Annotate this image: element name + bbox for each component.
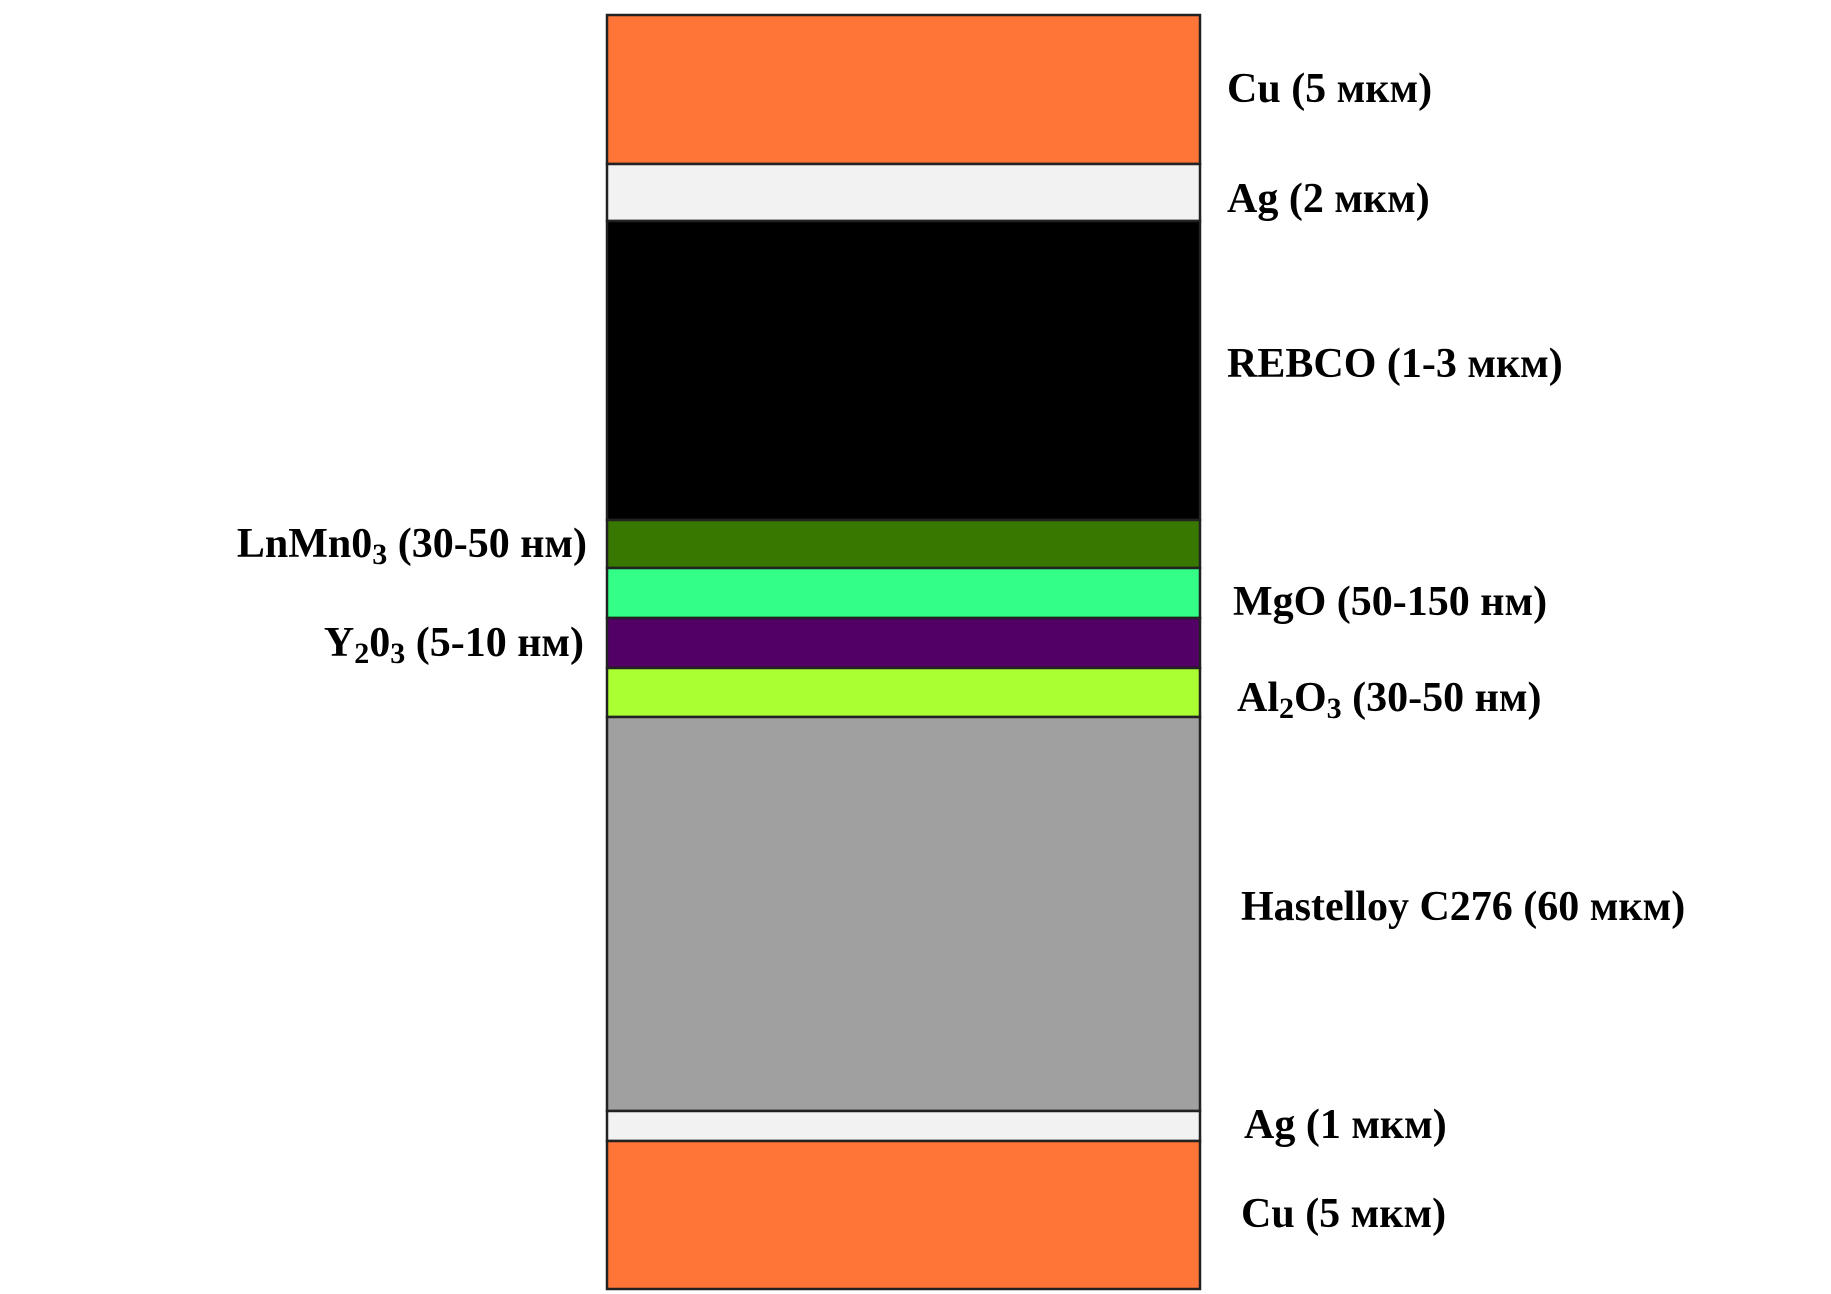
label-text: (30-50 нм) [1342,675,1542,721]
label-subscript: 3 [1327,692,1342,725]
layer-label: LnMn03 (30-50 нм) [237,521,587,571]
layer [605,1109,1202,1143]
label-text: O [1294,675,1327,721]
layer-label: Y203 (5-10 нм) [324,620,584,670]
layer [605,715,1202,1113]
layer-label: Cu (5 мкм) [1241,1191,1446,1237]
layer [605,1139,1202,1291]
label-text: (5-10 нм) [405,620,584,666]
layer-label: Al2O3 (30-50 нм) [1237,675,1541,725]
label-text: Cu (5 мкм) [1241,1191,1446,1237]
label-subscript: 3 [372,538,387,571]
layer-label: Cu (5 мкм) [1227,66,1432,112]
label-text: (30-50 нм) [387,521,587,567]
label-text: Cu (5 мкм) [1227,66,1432,112]
layer-label: Ag (1 мкм) [1244,1102,1447,1148]
layer [605,219,1202,522]
layer [605,13,1202,166]
layer-label: MgO (50-150 нм) [1233,579,1547,625]
label-text: Ag (2 мкм) [1227,176,1430,222]
label-text: Ag (1 мкм) [1244,1102,1447,1148]
layer [605,518,1202,570]
label-text: 0 [369,620,390,666]
label-text: Hastelloy C276 (60 мкм) [1241,884,1685,930]
label-text: Y [324,620,354,666]
label-subscript: 3 [390,637,405,670]
label-subscript: 2 [354,637,369,670]
label-text: Al [1237,675,1279,721]
label-subscript: 2 [1279,692,1294,725]
layer-label: REBCO (1-3 мкм) [1227,341,1563,387]
label-text: REBCO (1-3 мкм) [1227,341,1563,387]
layer-label: Hastelloy C276 (60 мкм) [1241,884,1685,930]
layer [605,566,1202,620]
layer [605,616,1202,670]
layer [605,162,1202,223]
label-text: LnMn0 [237,521,372,567]
layer [605,666,1202,719]
label-text: MgO (50-150 нм) [1233,579,1547,625]
layer-label: Ag (2 мкм) [1227,176,1430,222]
